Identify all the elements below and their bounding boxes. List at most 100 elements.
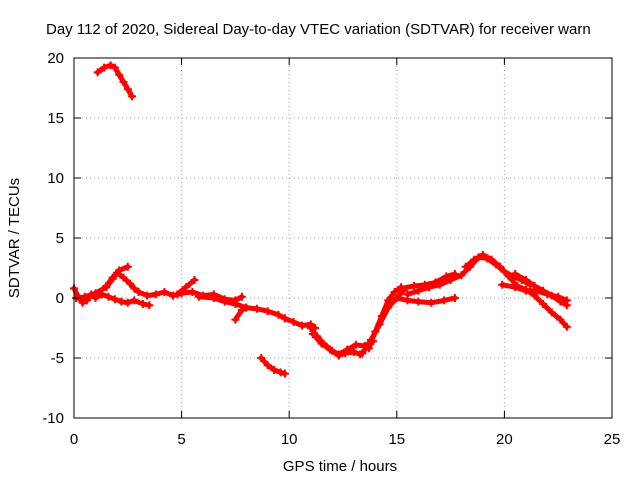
gridlines: [74, 58, 612, 418]
data-point: [397, 284, 406, 293]
data-point: [123, 262, 132, 271]
chart-title: Day 112 of 2020, Sidereal Day-to-day VTE…: [46, 21, 591, 38]
data-point: [414, 297, 423, 306]
data-point: [252, 304, 261, 313]
data-point: [130, 296, 139, 305]
data-point: [280, 314, 289, 323]
data-point: [220, 297, 229, 306]
data-point: [547, 291, 556, 300]
series-arc-11: [308, 330, 378, 359]
data-point: [188, 288, 197, 296]
data-point: [231, 300, 240, 308]
data-point: [93, 68, 102, 77]
data-point: [440, 296, 449, 305]
data-point: [562, 322, 571, 331]
data-point: [556, 297, 565, 306]
data-point: [115, 266, 124, 275]
data-point: [343, 345, 352, 354]
x-tick-label: 20: [496, 431, 513, 448]
data-point: [143, 291, 152, 300]
data-point: [539, 300, 548, 308]
y-tick-label: -10: [42, 410, 64, 427]
data-point: [298, 321, 307, 330]
data-point: [237, 306, 246, 314]
data-point: [100, 63, 109, 72]
series-arc-17: [461, 250, 571, 331]
data-point: [194, 292, 203, 301]
x-tick-label: 0: [70, 431, 78, 448]
data-point: [425, 283, 434, 292]
data-point: [547, 308, 556, 317]
data-point: [119, 273, 128, 282]
data-point: [521, 276, 530, 284]
data-point: [521, 286, 530, 295]
data-point: [145, 301, 154, 310]
data-point: [450, 294, 459, 302]
data-series-group: [70, 61, 571, 378]
y-tick-label: 0: [56, 290, 64, 307]
data-point: [410, 282, 419, 290]
data-point: [78, 298, 87, 307]
data-point: [242, 303, 251, 312]
y-tick-label: 5: [56, 230, 64, 247]
data-point: [390, 288, 399, 296]
data-point: [504, 272, 513, 281]
data-point: [123, 298, 132, 307]
data-point: [138, 300, 147, 308]
data-point: [237, 292, 246, 301]
data-point: [530, 282, 539, 290]
data-point: [115, 70, 124, 79]
data-point: [280, 369, 289, 378]
data-point: [123, 85, 132, 94]
data-point: [125, 279, 134, 288]
data-point: [539, 286, 548, 295]
series-arc-4: [102, 262, 132, 290]
data-point: [257, 354, 266, 362]
data-point: [349, 348, 358, 356]
data-point: [377, 312, 386, 320]
data-point: [160, 288, 169, 296]
data-point: [209, 294, 218, 302]
data-point: [102, 282, 111, 290]
data-point: [358, 349, 367, 358]
data-point: [181, 283, 190, 292]
data-point: [470, 255, 479, 264]
data-point: [117, 297, 126, 306]
data-point: [498, 280, 507, 289]
data-point: [496, 262, 505, 271]
data-point: [427, 298, 436, 307]
data-point: [317, 339, 326, 348]
data-point: [106, 61, 115, 70]
y-tick-label: 10: [47, 170, 64, 187]
data-point: [263, 361, 272, 370]
data-point: [511, 283, 520, 292]
data-point: [190, 276, 199, 284]
axis-ticks: 0 5 10 15 20 25 -10 -5 0 5 10 15 20: [42, 50, 620, 448]
x-tick-label: 15: [388, 431, 405, 448]
series-arc-19: [511, 270, 571, 310]
data-point: [487, 255, 496, 264]
data-point: [334, 350, 343, 359]
data-point: [108, 273, 117, 282]
data-point: [384, 296, 393, 305]
data-point: [151, 290, 160, 299]
series-arc-5: [173, 276, 199, 299]
x-axis-label: GPS time / hours: [283, 458, 397, 475]
data-point: [231, 315, 240, 324]
x-tick-label: 25: [604, 431, 621, 448]
data-point: [306, 324, 315, 332]
data-point: [478, 250, 487, 259]
data-point: [562, 301, 571, 310]
data-point: [80, 292, 89, 301]
data-point: [446, 276, 455, 284]
series-arc-15: [392, 294, 459, 307]
data-point: [128, 92, 137, 101]
data-point: [270, 366, 279, 374]
data-point: [91, 289, 100, 298]
y-axis-label: SDTVAR / TECUs: [6, 178, 23, 298]
data-point: [435, 280, 444, 289]
data-point: [442, 272, 451, 281]
data-point: [119, 78, 128, 86]
x-tick-label: 10: [281, 431, 298, 448]
data-point: [351, 340, 360, 349]
